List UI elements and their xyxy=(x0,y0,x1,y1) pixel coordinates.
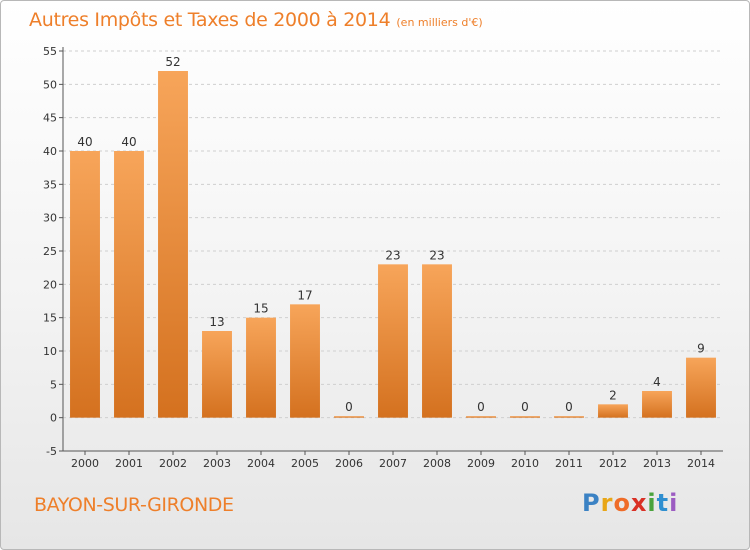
chart-subtitle: (en milliers d'€) xyxy=(396,16,483,29)
x-tick-label: 2001 xyxy=(115,457,143,470)
place-name: BAYON-SUR-GIRONDE xyxy=(34,494,234,516)
x-tick-label: 2009 xyxy=(467,457,495,470)
y-tick-label: 35 xyxy=(43,178,57,191)
data-label: 52 xyxy=(165,55,180,69)
y-tick-label: -5 xyxy=(46,445,57,458)
y-tick-label: 40 xyxy=(43,145,57,158)
x-tick-label: 2003 xyxy=(203,457,231,470)
bar xyxy=(686,357,716,418)
x-tick-label: 2005 xyxy=(291,457,319,470)
data-label: 0 xyxy=(477,400,485,414)
bar xyxy=(422,264,452,418)
x-tick-label: 2002 xyxy=(159,457,187,470)
x-tick-label: 2006 xyxy=(335,457,363,470)
logo-letter: i xyxy=(647,489,657,517)
logo-letter: x xyxy=(630,489,648,517)
logo-letter: t xyxy=(656,489,670,517)
logo-letter: i xyxy=(669,489,679,517)
data-label: 23 xyxy=(385,248,400,262)
data-label: 0 xyxy=(565,400,573,414)
bar xyxy=(246,317,276,418)
data-label: 0 xyxy=(521,400,529,414)
bar xyxy=(642,391,672,418)
bar xyxy=(510,416,540,418)
data-label: 17 xyxy=(297,288,312,302)
logo-letter: o xyxy=(613,489,631,517)
x-tick-label: 2007 xyxy=(379,457,407,470)
title-row: Autres Impôts et Taxes de 2000 à 2014 (en… xyxy=(29,9,483,31)
bar xyxy=(290,304,320,418)
data-label: 40 xyxy=(77,135,92,149)
data-label: 0 xyxy=(345,400,353,414)
y-tick-label: 10 xyxy=(43,345,57,358)
bar xyxy=(466,416,496,418)
y-tick-label: 45 xyxy=(43,112,57,125)
bar xyxy=(202,331,232,418)
bar xyxy=(70,151,100,418)
y-tick-label: 25 xyxy=(43,245,57,258)
x-tick-label: 2012 xyxy=(599,457,627,470)
data-label: 2 xyxy=(609,388,617,402)
bar xyxy=(158,71,188,418)
y-tick-label: 30 xyxy=(43,212,57,225)
y-tick-label: 0 xyxy=(50,412,57,425)
bar xyxy=(334,416,364,418)
data-label: 23 xyxy=(429,248,444,262)
x-tick-label: 2004 xyxy=(247,457,275,470)
proxiti-logo: Proxiti xyxy=(582,489,678,517)
x-tick-label: 2011 xyxy=(555,457,583,470)
y-tick-label: 55 xyxy=(43,45,57,58)
bar xyxy=(378,264,408,418)
logo-letter: P xyxy=(582,489,601,517)
logo-letter: r xyxy=(600,489,614,517)
x-tick-label: 2008 xyxy=(423,457,451,470)
x-tick-label: 2013 xyxy=(643,457,671,470)
data-label: 13 xyxy=(209,315,224,329)
bar xyxy=(598,404,628,418)
x-tick-label: 2000 xyxy=(71,457,99,470)
data-label: 4 xyxy=(653,375,661,389)
x-tick-label: 2014 xyxy=(687,457,715,470)
x-tick-label: 2010 xyxy=(511,457,539,470)
y-tick-label: 5 xyxy=(50,378,57,391)
bar xyxy=(114,151,144,418)
y-tick-label: 20 xyxy=(43,278,57,291)
data-label: 15 xyxy=(253,302,268,316)
bar xyxy=(554,416,584,418)
data-label: 9 xyxy=(697,342,705,356)
chart-title: Autres Impôts et Taxes de 2000 à 2014 xyxy=(29,9,391,31)
data-label: 40 xyxy=(121,135,136,149)
y-tick-label: 15 xyxy=(43,312,57,325)
y-tick-label: 50 xyxy=(43,78,57,91)
